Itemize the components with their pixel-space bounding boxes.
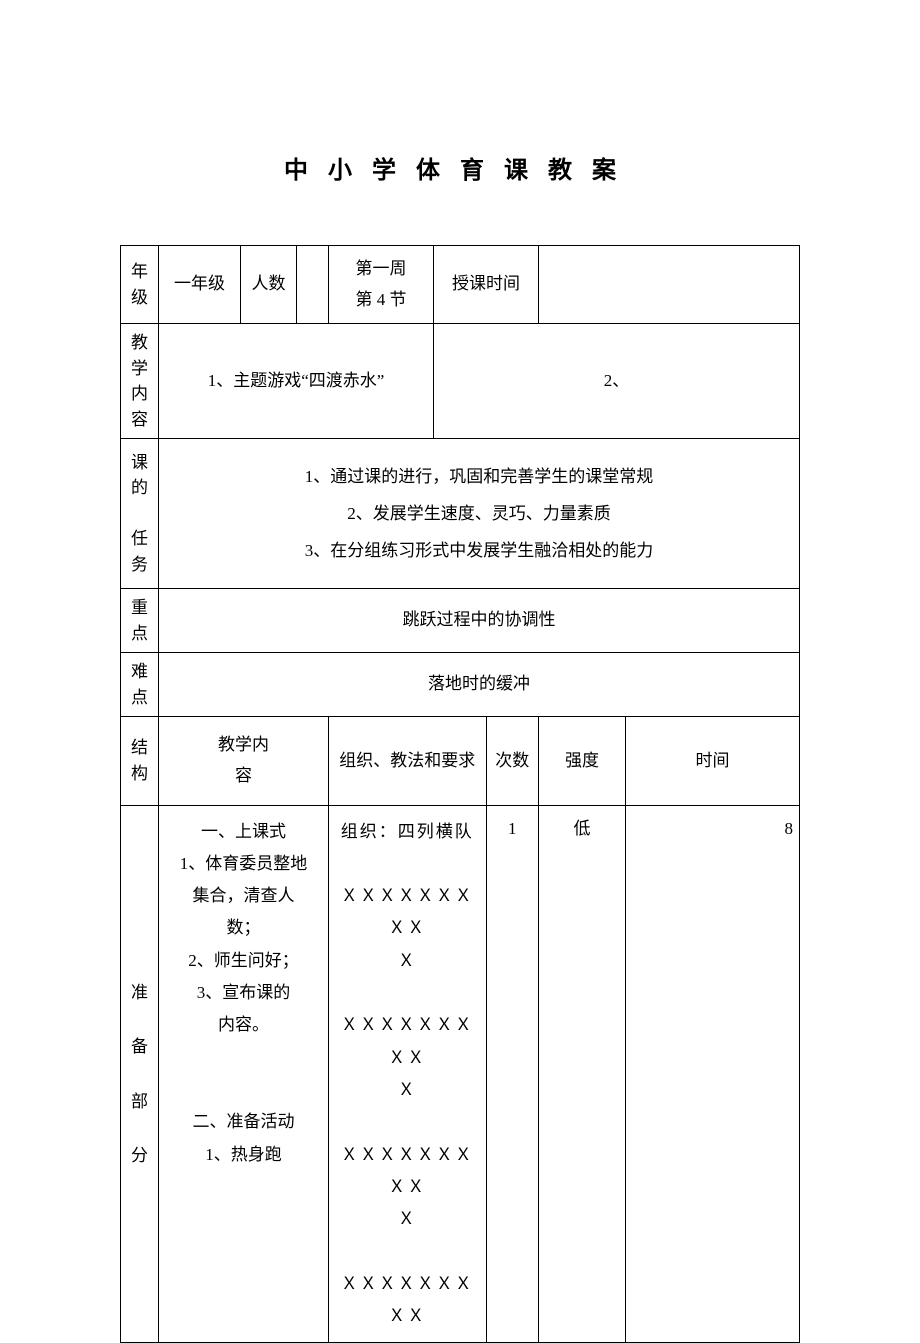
duration-header: 时间: [626, 717, 800, 805]
teaching-content-left: 1、主题游戏“四渡赤水”: [159, 324, 434, 439]
task-line-1: 1、通过课的进行，巩固和完善学生的课堂常规: [169, 458, 789, 495]
prep-section-row: 准 备 部 分 一、上课式 1、体育委员整地 集合，清查人 数； 2、师生问好；…: [121, 805, 800, 1343]
section-intensity: 低: [539, 805, 626, 1343]
times-header: 次数: [486, 717, 539, 805]
section-content: 一、上课式 1、体育委员整地 集合，清查人 数； 2、师生问好； 3、宣布课的 …: [159, 805, 329, 1343]
teaching-content-label: 教学内容: [121, 324, 159, 439]
task-line-3: 3、在分组练习形式中发展学生融洽相处的能力: [169, 532, 789, 569]
column-header-row: 结构 教学内 容 组织、教法和要求 次数 强度 时间: [121, 717, 800, 805]
section-times: 1: [486, 805, 539, 1343]
tasks-row: 课的 任务 1、通过课的进行，巩固和完善学生的课堂常规 2、发展学生速度、灵巧、…: [121, 439, 800, 589]
keypoint-row: 重点 跳跃过程中的协调性: [121, 589, 800, 653]
section-method: 组织：四列横队 ＸＸＸＸＸＸＸＸＸ Ｘ ＸＸＸＸＸＸＸＸＸ Ｘ ＸＸＸＸＸＸＸＸ…: [329, 805, 487, 1343]
method-header: 组织、教法和要求: [329, 717, 487, 805]
difficulty-value: 落地时的缓冲: [159, 653, 800, 717]
people-value: [297, 246, 329, 324]
people-label: 人数: [241, 246, 297, 324]
document-title: 中小学体育课教案: [120, 150, 800, 185]
difficulty-row: 难点 落地时的缓冲: [121, 653, 800, 717]
section-label: 准 备 部 分: [121, 805, 159, 1343]
time-label: 授课时间: [434, 246, 539, 324]
lesson-plan-table: 年级 一年级 人数 第一周 第 4 节 授课时间 教学内容 1、主题游戏“四渡赤…: [120, 245, 800, 1343]
section-duration: 8: [626, 805, 800, 1343]
week-session: 第一周 第 4 节: [329, 246, 434, 324]
header-row: 年级 一年级 人数 第一周 第 4 节 授课时间: [121, 246, 800, 324]
grade-value: 一年级: [159, 246, 241, 324]
grade-label: 年级: [121, 246, 159, 324]
teaching-content-right: 2、: [434, 324, 800, 439]
intensity-header: 强度: [539, 717, 626, 805]
task-line-2: 2、发展学生速度、灵巧、力量素质: [169, 495, 789, 532]
keypoint-label: 重点: [121, 589, 159, 653]
time-value: [539, 246, 800, 324]
content-header: 教学内 容: [159, 717, 329, 805]
tasks-label: 课的 任务: [121, 439, 159, 589]
tasks-content: 1、通过课的进行，巩固和完善学生的课堂常规 2、发展学生速度、灵巧、力量素质 3…: [159, 439, 800, 589]
teaching-content-row: 教学内容 1、主题游戏“四渡赤水” 2、: [121, 324, 800, 439]
structure-header: 结构: [121, 717, 159, 805]
difficulty-label: 难点: [121, 653, 159, 717]
keypoint-value: 跳跃过程中的协调性: [159, 589, 800, 653]
